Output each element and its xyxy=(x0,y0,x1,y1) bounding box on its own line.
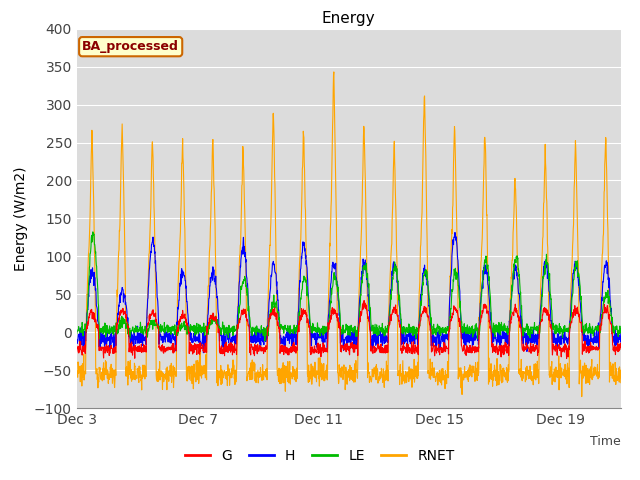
H xyxy=(200,350,207,356)
RNET xyxy=(330,69,338,75)
LE xyxy=(316,330,323,336)
G xyxy=(360,298,368,303)
LE xyxy=(106,331,113,337)
LE xyxy=(423,271,431,277)
Line: H: H xyxy=(77,232,621,353)
G xyxy=(423,311,431,316)
RNET xyxy=(105,371,113,377)
Line: G: G xyxy=(77,300,621,359)
LE xyxy=(261,338,269,344)
Y-axis label: Energy (W/m2): Energy (W/m2) xyxy=(14,166,28,271)
H xyxy=(617,331,625,336)
RNET xyxy=(363,251,371,256)
G xyxy=(617,344,625,350)
H xyxy=(73,337,81,343)
Text: BA_processed: BA_processed xyxy=(82,40,179,53)
Text: Time: Time xyxy=(590,434,621,447)
G xyxy=(542,306,550,312)
G xyxy=(73,349,81,355)
LE xyxy=(73,331,81,336)
RNET xyxy=(542,181,550,187)
LE xyxy=(363,275,371,280)
RNET xyxy=(315,374,323,380)
G xyxy=(307,349,314,355)
G xyxy=(315,350,323,356)
H xyxy=(363,276,371,282)
RNET xyxy=(617,380,625,385)
H xyxy=(451,229,459,235)
LE xyxy=(89,229,97,235)
G xyxy=(363,307,371,312)
Legend: G, H, LE, RNET: G, H, LE, RNET xyxy=(180,443,460,468)
Line: RNET: RNET xyxy=(77,72,621,396)
RNET xyxy=(307,376,314,382)
G xyxy=(105,348,113,353)
H xyxy=(423,274,431,280)
Line: LE: LE xyxy=(77,232,621,341)
G xyxy=(563,356,570,361)
LE xyxy=(617,326,625,332)
LE xyxy=(307,326,315,332)
H xyxy=(307,332,314,337)
H xyxy=(316,334,323,339)
RNET xyxy=(578,394,586,399)
LE xyxy=(543,252,550,257)
Title: Energy: Energy xyxy=(322,11,376,26)
H xyxy=(543,260,550,266)
H xyxy=(105,337,113,343)
RNET xyxy=(73,372,81,378)
RNET xyxy=(423,220,431,226)
